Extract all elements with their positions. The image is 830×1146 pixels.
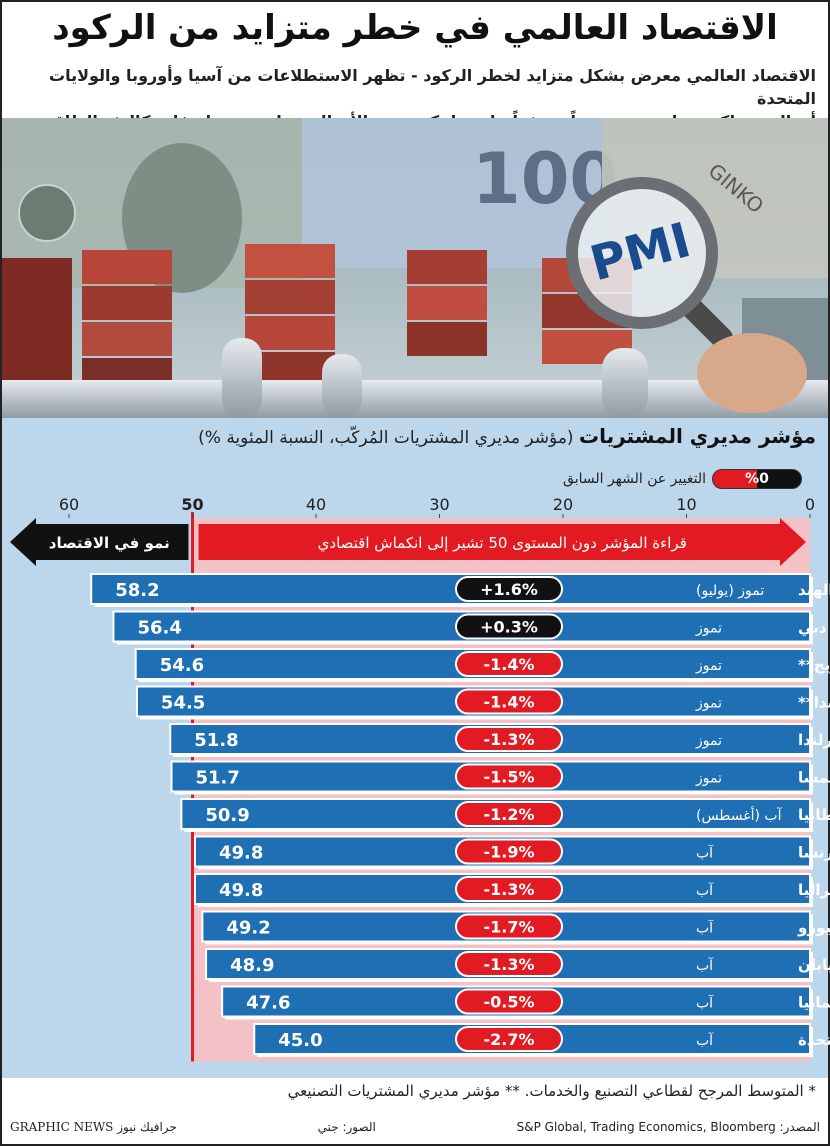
illustration-svg: 100 GINKO [2,118,828,418]
x-tick-label-3: 30 [429,495,449,514]
change-label-8: -1.3% [483,880,534,899]
change-legend: %0 التغيير عن الشهر السابق [563,468,802,490]
bar-value-label-0: 58.2 [115,580,159,601]
change-label-7: -1.9% [483,843,534,862]
month-label-6: آب (أغسطس) [696,806,783,824]
change-label-5: -1.5% [483,768,534,787]
chart-title-sub: (مؤشر مديري المشتريات المُركّب، النسبة ا… [198,428,574,448]
change-pill-5 [455,763,563,790]
month-label-11: آب [696,995,714,1012]
change-pill-9 [455,913,563,940]
change-pill-8 [455,876,563,902]
month-label-0: تموز (يوليو) [696,583,764,599]
change-label-9: -1.7% [483,918,534,937]
change-pill-7 [455,838,563,865]
chart-title-main: مؤشر مديري المشتريات [578,424,816,448]
photo-credit: الصور: جتي [317,1120,376,1134]
change-label-4: -1.3% [483,730,534,749]
month-label-12: آب [696,1032,714,1049]
country-label-5: النمسا [798,769,830,787]
bar-value-label-10: 48.9 [230,955,274,976]
bar-value-label-1: 56.4 [137,618,181,639]
footer: GRAPHIC NEWS جرافيك نيوز الصور: جتي المص… [0,1112,830,1142]
subtitle-line-1: الاقتصاد العالمي معرض بشكل متزايد لخطر ا… [49,66,816,108]
change-label-3: -1.4% [483,693,534,712]
shipping-containers [2,244,828,392]
month-label-8: آب [696,882,714,899]
country-label-9: منطقة اليورو [797,919,830,937]
month-label-7: آب [696,845,714,862]
contraction-arrow [198,518,806,566]
country-label-0: الهند [798,581,830,599]
brand-logo-text: GRAPHIC NEWS جرافيك نيوز [10,1120,177,1134]
change-pill-11 [455,988,563,1015]
source-text: المصدر: S&P Global, Trading Economics, B… [516,1120,820,1134]
change-pill-0 [455,576,563,602]
footnote: * المتوسط المرجح لقطاعي التصنيع والخدمات… [287,1082,816,1100]
bar-value-label-5: 51.7 [196,768,240,789]
month-label-10: آب [696,957,714,974]
month-label-2: تموز [695,658,722,674]
pipelines [2,338,828,418]
change-pill-12 [455,1026,563,1052]
bar-0 [90,573,812,605]
country-label-12: الولايات المتحدة [798,1031,830,1049]
change-label-10: -1.3% [483,955,534,974]
bar-value-label-6: 50.9 [205,805,249,826]
country-label-8: أستراليا [798,880,830,899]
country-label-4: إيرلندا [798,731,830,749]
bar-value-label-7: 49.8 [219,843,263,864]
growth-arrow [10,518,189,566]
country-label-3: هولندا** [798,694,830,712]
bar-value-label-3: 54.5 [161,693,205,714]
change-pill-4 [455,726,563,752]
month-label-4: تموز [695,733,722,749]
month-label-3: تموز [695,696,722,712]
contraction-label: قراءة المؤشر دون المستوى 50 تشير إلى انك… [318,534,687,553]
change-legend-badge: %0 [712,469,802,489]
x-tick-label-6: 60 [59,495,79,514]
change-pill-3 [455,688,563,715]
country-label-6: بريطانيا [798,806,830,824]
header-illustration: 100 GINKO [2,118,828,418]
change-label-6: -1.2% [483,805,534,824]
change-pill-10 [455,951,563,977]
month-label-9: آب [696,920,714,937]
bar-value-label-12: 45.0 [278,1030,322,1051]
country-label-7: فرنسا [798,844,830,862]
magnifier: PMI [566,177,807,413]
change-label-2: -1.4% [483,655,534,674]
change-legend-label: التغيير عن الشهر السابق [563,471,706,487]
x-tick-label-5: 50 [181,495,203,514]
change-pill-1 [455,613,563,640]
country-label-11: ألمانيا [798,993,830,1012]
page-title: الاقتصاد العالمي في خطر متزايد من الركود [52,8,778,48]
growth-label: نمو في الاقتصاد [49,534,170,552]
change-label-12: -2.7% [483,1030,534,1049]
chart-title: مؤشر مديري المشتريات (مؤشر مديري المشتري… [198,424,816,448]
bar-value-label-4: 51.8 [194,730,238,751]
x-tick-label-2: 20 [553,495,573,514]
x-tick-label-0: 0 [805,495,815,514]
x-tick-label-1: 10 [676,495,696,514]
x-tick-label-4: 40 [306,495,326,514]
bar-value-label-11: 47.6 [246,993,290,1014]
change-label-0: +1.6% [480,580,538,599]
change-label-11: -0.5% [483,993,534,1012]
bar-value-label-2: 54.6 [160,655,204,676]
country-label-1: دبي [798,619,827,637]
change-pill-2 [455,651,563,677]
bar-value-label-8: 49.8 [219,880,263,901]
change-label-1: +0.3% [480,618,538,637]
change-pill-6 [455,801,563,827]
country-label-2: النرويج** [798,656,830,674]
bar-value-label-9: 49.2 [226,918,270,939]
country-label-10: اليابان [798,956,830,974]
month-label-5: تموز [695,771,722,787]
month-label-1: تموز [695,621,722,637]
